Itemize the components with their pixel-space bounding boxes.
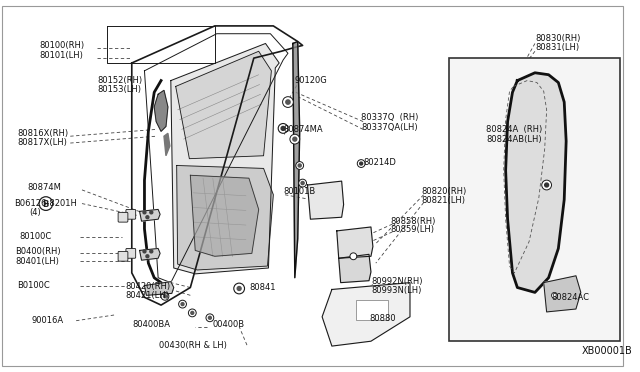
Text: B06126-8201H: B06126-8201H: [13, 199, 77, 208]
Text: 80858(RH): 80858(RH): [390, 217, 436, 226]
Text: 80337QA(LH): 80337QA(LH): [361, 123, 418, 132]
Text: B0100C: B0100C: [17, 281, 51, 290]
Text: 80420(RH): 80420(RH): [125, 282, 170, 291]
Polygon shape: [140, 209, 160, 221]
Text: 80830(RH): 80830(RH): [535, 34, 580, 43]
Circle shape: [281, 126, 285, 130]
Circle shape: [143, 250, 146, 253]
Circle shape: [206, 314, 214, 322]
Text: (4): (4): [29, 208, 41, 217]
Circle shape: [301, 182, 304, 185]
Circle shape: [150, 211, 153, 214]
Polygon shape: [177, 166, 273, 270]
Polygon shape: [307, 181, 344, 219]
Circle shape: [161, 292, 169, 300]
Polygon shape: [506, 73, 566, 292]
Circle shape: [299, 179, 307, 187]
Bar: [449, 58, 620, 341]
Text: 80874M: 80874M: [28, 183, 61, 192]
Text: 80100C: 80100C: [20, 232, 52, 241]
Circle shape: [179, 300, 186, 308]
Circle shape: [278, 124, 288, 133]
Text: 80841: 80841: [249, 283, 275, 292]
Circle shape: [541, 180, 552, 190]
Text: 80824A  (RH): 80824A (RH): [486, 125, 542, 134]
Text: 80400BA: 80400BA: [132, 320, 171, 329]
FancyBboxPatch shape: [126, 248, 136, 258]
Circle shape: [188, 309, 196, 317]
Circle shape: [552, 292, 557, 298]
Polygon shape: [164, 133, 170, 156]
Text: 80859(LH): 80859(LH): [390, 225, 435, 234]
Polygon shape: [154, 90, 168, 131]
Text: 80337Q  (RH): 80337Q (RH): [361, 113, 419, 122]
Polygon shape: [339, 254, 371, 283]
Polygon shape: [176, 51, 271, 159]
Text: 80421(LH): 80421(LH): [125, 291, 169, 300]
Circle shape: [545, 183, 548, 187]
Circle shape: [143, 211, 146, 214]
Circle shape: [283, 97, 293, 108]
Text: 80821(LH): 80821(LH): [422, 196, 466, 205]
Text: 80153(LH): 80153(LH): [98, 85, 141, 94]
Text: 80100(RH): 80100(RH): [39, 41, 84, 50]
Polygon shape: [140, 248, 160, 260]
Text: XB00001B: XB00001B: [582, 346, 632, 356]
Text: 80820(RH): 80820(RH): [422, 187, 467, 196]
FancyBboxPatch shape: [118, 212, 128, 222]
Text: 80401(LH): 80401(LH): [15, 257, 60, 266]
Circle shape: [360, 162, 363, 165]
Text: 80992N(RH): 80992N(RH): [371, 277, 422, 286]
Text: 90120G: 90120G: [295, 76, 328, 85]
Circle shape: [191, 311, 194, 314]
Polygon shape: [190, 175, 259, 256]
Circle shape: [357, 160, 365, 167]
Text: 80880: 80880: [369, 314, 396, 323]
Text: 80101B: 80101B: [283, 187, 316, 196]
Text: 90016A: 90016A: [31, 316, 63, 325]
Circle shape: [150, 250, 153, 253]
Text: 00430(RH & LH): 00430(RH & LH): [159, 341, 227, 350]
FancyBboxPatch shape: [118, 251, 128, 261]
Circle shape: [146, 216, 149, 219]
Circle shape: [296, 161, 303, 169]
Text: 80816X(RH): 80816X(RH): [17, 129, 68, 138]
FancyBboxPatch shape: [126, 209, 136, 219]
Text: B0400(RH): B0400(RH): [15, 247, 61, 256]
Text: 80817X(LH): 80817X(LH): [17, 138, 67, 147]
Circle shape: [237, 286, 241, 291]
Text: 00400B: 00400B: [212, 320, 245, 329]
Polygon shape: [293, 42, 300, 278]
Circle shape: [293, 137, 297, 141]
Polygon shape: [145, 282, 173, 295]
Polygon shape: [544, 276, 581, 312]
Text: 80101(LH): 80101(LH): [39, 51, 83, 60]
Circle shape: [146, 255, 149, 258]
Text: 80824AB(LH): 80824AB(LH): [486, 135, 541, 144]
Circle shape: [163, 295, 166, 298]
Text: 80824AC: 80824AC: [552, 293, 589, 302]
Text: B: B: [43, 200, 49, 209]
Text: 80993N(LH): 80993N(LH): [371, 286, 421, 295]
Circle shape: [181, 303, 184, 305]
Polygon shape: [322, 283, 410, 346]
Circle shape: [209, 316, 211, 319]
Polygon shape: [171, 44, 279, 274]
Circle shape: [286, 100, 290, 104]
Circle shape: [39, 197, 52, 211]
Text: 80214D: 80214D: [363, 158, 396, 167]
Polygon shape: [337, 227, 373, 258]
Circle shape: [350, 253, 356, 260]
Circle shape: [234, 283, 244, 294]
Text: 80152(RH): 80152(RH): [98, 76, 143, 85]
Text: 80831(LH): 80831(LH): [535, 43, 579, 52]
Circle shape: [298, 164, 301, 167]
Text: 80874MA: 80874MA: [283, 125, 323, 134]
Bar: [356, 300, 388, 320]
Circle shape: [290, 134, 300, 144]
